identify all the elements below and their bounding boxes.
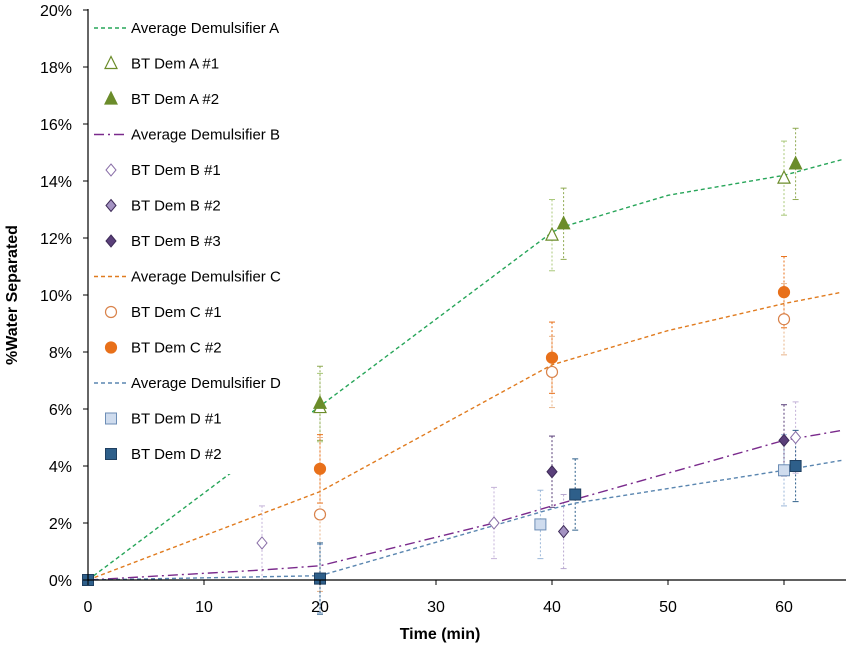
y-tick-label: 2% bbox=[49, 516, 72, 533]
bt-dem-c-2-point bbox=[777, 286, 791, 299]
average-demulsifier-b-legend-label: Average Demulsifier B bbox=[131, 127, 280, 144]
bt-dem-d-2-legend-swatch bbox=[105, 448, 117, 460]
bt-dem-d-2-point bbox=[569, 488, 582, 501]
average-demulsifier-c-line bbox=[87, 291, 843, 581]
average-demulsifier-b-line bbox=[87, 429, 843, 581]
bt-dem-c-2-point bbox=[313, 462, 327, 475]
bt-dem-d-1-point bbox=[778, 464, 790, 477]
bt-dem-c-1-legend-label: BT Dem C #1 bbox=[131, 304, 222, 321]
bt-dem-a-2-legend-swatch bbox=[104, 90, 118, 105]
error-bars bbox=[259, 127, 799, 615]
x-tick-label: 0 bbox=[84, 599, 93, 616]
bt-dem-c-2-legend-label: BT Dem C #2 bbox=[131, 340, 222, 357]
y-tick-label: 8% bbox=[49, 345, 72, 362]
average-demulsifier-d-line bbox=[87, 459, 843, 581]
bt-dem-a-1-point bbox=[545, 226, 559, 241]
bt-dem-a-2-point bbox=[788, 155, 803, 170]
average-demulsifier-d-legend-label: Average Demulsifier D bbox=[131, 375, 281, 392]
y-tick-label: 4% bbox=[49, 459, 72, 476]
bt-dem-d-1-point bbox=[534, 518, 547, 531]
bt-dem-a-1-point bbox=[777, 169, 791, 184]
x-tick-labels: 0 10 20 30 40 50 60 bbox=[84, 580, 793, 616]
y-tick-label: 0% bbox=[49, 573, 72, 590]
y-tick-label: 12% bbox=[40, 231, 72, 248]
y-tick-label: 16% bbox=[40, 117, 72, 134]
bt-dem-b-1-point bbox=[789, 430, 802, 445]
bt-dem-c-2-point bbox=[545, 351, 559, 364]
bt-dem-c-2-legend-swatch bbox=[104, 341, 118, 354]
y-tick-label: 10% bbox=[40, 288, 72, 305]
bt-dem-b-1-legend-swatch bbox=[105, 163, 117, 177]
average-demulsifier-c-legend-label: Average Demulsifier C bbox=[131, 269, 281, 286]
legend-background bbox=[92, 12, 312, 474]
bt-dem-d-2-point bbox=[789, 460, 802, 472]
bt-dem-d-1-legend-label: BT Dem D #1 bbox=[131, 411, 222, 428]
y-tick-label: 6% bbox=[49, 402, 72, 419]
bt-dem-c-1-point bbox=[545, 365, 559, 379]
bt-dem-b-2-legend-label: BT Dem B #2 bbox=[131, 198, 221, 215]
bt-dem-a-1-legend-swatch bbox=[104, 55, 118, 70]
bt-dem-c-1-point bbox=[313, 508, 327, 521]
y-axis-title: %Water Separated bbox=[4, 225, 21, 365]
bt-dem-a-2-point bbox=[313, 394, 327, 409]
bt-dem-b-1-point bbox=[488, 516, 500, 530]
x-tick-label: 50 bbox=[659, 599, 677, 616]
bt-dem-a-1-legend-label: BT Dem A #1 bbox=[131, 56, 219, 73]
x-tick-label: 30 bbox=[427, 599, 445, 616]
x-tick-label: 60 bbox=[775, 599, 793, 616]
bt-dem-d-2-legend-label: BT Dem D #2 bbox=[131, 446, 222, 463]
bt-dem-b-1-point bbox=[256, 536, 268, 550]
bt-dem-b-2-point bbox=[557, 524, 570, 539]
average-demulsifier-a-legend-label: Average Demulsifier A bbox=[131, 20, 279, 37]
bt-dem-b-3-legend-swatch bbox=[105, 234, 117, 248]
bt-dem-c-1-legend-swatch bbox=[104, 305, 118, 319]
y-tick-label: 20% bbox=[40, 3, 72, 20]
bt-dem-b-2-legend-swatch bbox=[105, 198, 117, 213]
bt-dem-a-2-point bbox=[556, 215, 571, 230]
bt-dem-b-3-point bbox=[546, 464, 558, 479]
y-tick-label: 18% bbox=[40, 60, 72, 77]
legend: Average Demulsifier A BT Dem A #1 BT Dem A… bbox=[92, 12, 312, 474]
bt-dem-a-2-legend-label: BT Dem A #2 bbox=[131, 91, 219, 108]
data-markers bbox=[82, 155, 803, 586]
x-tick-label: 10 bbox=[195, 599, 213, 616]
x-tick-label: 20 bbox=[311, 599, 329, 616]
y-tick-label: 14% bbox=[40, 174, 72, 191]
bt-dem-b-1-legend-label: BT Dem B #1 bbox=[131, 162, 221, 179]
bt-dem-c-1-point bbox=[777, 313, 791, 326]
bt-dem-b-3-legend-label: BT Dem B #3 bbox=[131, 233, 221, 250]
y-tick-labels: 0% 2% 4% 6% 8% 10% 12% 14% 16% 18% 20% bbox=[40, 3, 88, 590]
bt-dem-b-3-point bbox=[778, 433, 790, 448]
bt-dem-d-1-legend-swatch bbox=[105, 412, 117, 425]
x-axis-title: Time (min) bbox=[400, 626, 481, 643]
x-tick-label: 40 bbox=[543, 599, 561, 616]
